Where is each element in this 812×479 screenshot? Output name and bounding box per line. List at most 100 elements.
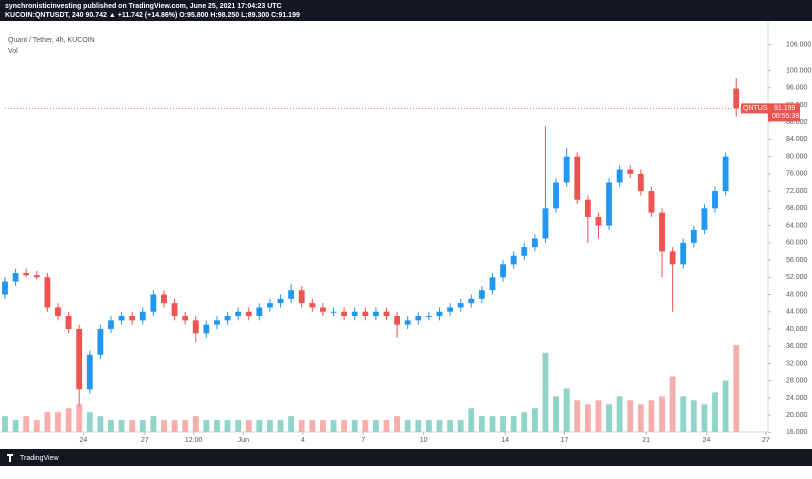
publisher: synchronisticinvesting published on Trad… <box>5 3 282 10</box>
volume-bar <box>659 396 665 432</box>
y-tick-label: 24.000 <box>786 395 808 402</box>
volume-bar <box>669 376 676 432</box>
candle-body <box>372 311 379 317</box>
candle-body <box>712 191 718 209</box>
last-price-box <box>741 103 768 114</box>
candle-body <box>680 242 687 265</box>
volume-bar <box>108 420 114 432</box>
volume-bar <box>372 420 379 432</box>
candle-body <box>669 251 676 265</box>
volume-bar <box>150 416 157 432</box>
x-tick-label: 17 <box>561 437 569 444</box>
volume-bar <box>722 380 729 432</box>
y-tick-label: 84.000 <box>786 136 808 143</box>
y-tick-label: 16.000 <box>786 429 808 436</box>
volume-bar <box>118 420 125 432</box>
candle-body <box>521 247 528 256</box>
volume-bar <box>701 404 708 432</box>
candle-body <box>129 316 136 321</box>
x-tick-label: 21 <box>642 437 650 444</box>
candle-body <box>627 169 634 174</box>
volume-bar <box>542 352 549 432</box>
volume-bar <box>351 420 358 432</box>
volume-bar <box>690 400 697 432</box>
volume-bar <box>394 416 401 432</box>
candle-body <box>44 277 51 308</box>
y-tick-label: 48.000 <box>786 291 808 298</box>
candle-body <box>616 169 623 183</box>
candle-body <box>457 303 464 308</box>
header-bar <box>0 0 812 21</box>
candle-body <box>733 88 740 109</box>
volume-bar <box>531 408 538 432</box>
volume-bar <box>203 420 210 432</box>
volume-bar <box>341 420 348 432</box>
brand-logo <box>7 454 13 462</box>
volume-bar <box>563 388 570 432</box>
y-tick-label: 20.000 <box>786 412 808 419</box>
volume-bar <box>256 420 263 432</box>
volume-bar <box>436 420 443 432</box>
candle-body <box>86 354 93 390</box>
y-tick-label: 40.000 <box>786 326 808 333</box>
candle-body <box>362 311 369 317</box>
candle-body <box>701 208 708 230</box>
candle-body <box>637 173 644 192</box>
volume-bar <box>171 420 178 432</box>
last-price-label: 91.199 <box>774 105 796 112</box>
volume-bar <box>12 420 19 432</box>
volume-bar <box>584 404 591 432</box>
volume-bar <box>457 420 464 432</box>
x-tick-label: 12:00 <box>185 437 203 444</box>
x-tick-label: 27 <box>762 437 770 444</box>
candle-body <box>76 328 83 390</box>
y-tick-label: 52.000 <box>786 274 808 281</box>
volume-bar <box>383 420 390 432</box>
candle-body <box>351 311 358 317</box>
y-tick-label: 80.000 <box>786 153 808 160</box>
volume-bar <box>86 412 93 432</box>
candle-body <box>182 316 189 321</box>
volume-bar <box>267 420 273 432</box>
y-tick-label: 36.000 <box>786 343 808 350</box>
volume-bar <box>330 420 337 432</box>
candle-body <box>425 316 432 318</box>
volume-bar <box>478 416 485 432</box>
candle-body <box>510 255 517 265</box>
candle-body <box>235 311 242 317</box>
volume-bar <box>680 396 687 432</box>
y-tick-label: 96.000 <box>786 85 808 92</box>
candle-body <box>574 156 581 200</box>
volume-bar <box>521 412 528 432</box>
candle-body <box>500 264 506 278</box>
candle-body <box>139 311 146 321</box>
x-tick-label: 7 <box>361 437 365 444</box>
y-tick-label: 32.000 <box>786 360 808 367</box>
volume-bar <box>224 420 231 432</box>
volume-bar <box>404 420 411 432</box>
candle-body <box>309 303 316 308</box>
candle-body <box>108 320 114 329</box>
brand: TradingView <box>20 455 59 462</box>
candle-body <box>298 290 305 304</box>
x-tick-label: 14 <box>501 437 509 444</box>
candle-body <box>489 277 496 291</box>
y-tick-label: 88.000 <box>786 119 808 126</box>
volume-bar <box>44 412 51 432</box>
volume-bar <box>616 396 623 432</box>
volume-bar <box>553 396 559 432</box>
volume-bar <box>500 416 506 432</box>
volume-bar <box>97 416 104 432</box>
volume-bar <box>637 404 644 432</box>
candle-body <box>33 275 40 278</box>
candle-body <box>224 316 231 321</box>
volume-bar <box>489 416 496 432</box>
volume-bar <box>55 412 61 432</box>
candle-body <box>478 290 485 299</box>
footer-bar <box>0 449 812 466</box>
volume-bar <box>712 392 718 432</box>
candle-body <box>256 307 263 317</box>
chart-title: Quant / Tether, 4h, KUCOIN <box>8 37 95 44</box>
volume-bar <box>606 404 612 432</box>
